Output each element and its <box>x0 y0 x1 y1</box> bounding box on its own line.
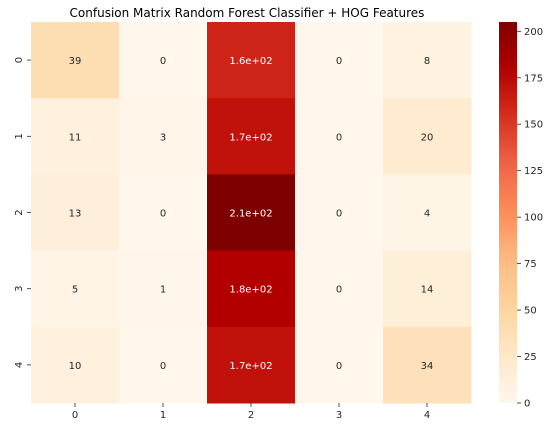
colorbar-ticks: 0 25 50 75 100 125 150 175 200 <box>517 27 543 410</box>
heatmap-cell <box>207 174 296 252</box>
y-tick-label: 1 <box>14 133 25 139</box>
y-tick-label: 2 <box>14 209 25 215</box>
cell-annotation: 1.7e+02 <box>229 361 272 372</box>
heatmap-cell <box>31 174 120 252</box>
heatmap-cell <box>295 98 384 175</box>
colorbar-tick-label: 200 <box>524 27 543 38</box>
heatmap-cell <box>31 326 120 404</box>
chart-title: Confusion Matrix Random Forest Classifie… <box>70 6 425 20</box>
cell-annotation: 0 <box>160 56 166 67</box>
cell-annotation: 14 <box>421 285 434 296</box>
cell-annotation: 4 <box>424 209 430 220</box>
cell-annotations: 39 0 1.6e+02 0 8 11 3 1.7e+02 0 20 13 0 2.1e+02 0 4 5 1 1… <box>69 56 434 372</box>
colorbar-tick-label: 150 <box>524 120 543 131</box>
colorbar-tick-label: 25 <box>524 352 537 363</box>
colorbar-tick-label: 75 <box>524 259 537 270</box>
heatmap-cells <box>31 22 472 404</box>
heatmap-cell <box>295 22 384 99</box>
x-tick-label: 1 <box>160 410 166 421</box>
cell-annotation: 0 <box>336 132 342 143</box>
heatmap-cell <box>207 250 296 328</box>
cell-annotation: 3 <box>160 132 166 143</box>
y-tick-label: 3 <box>14 286 25 292</box>
y-axis-ticks: 0 1 2 3 4 <box>14 57 31 368</box>
heatmap-cell <box>383 98 472 175</box>
cell-annotation: 0 <box>160 361 166 372</box>
x-tick-label: 4 <box>424 410 430 421</box>
cell-annotation: 10 <box>69 361 82 372</box>
cell-annotation: 34 <box>421 361 434 372</box>
heatmap-cell <box>295 250 384 328</box>
colorbar-tick-label: 175 <box>524 73 543 84</box>
cell-annotation: 0 <box>160 209 166 220</box>
heatmap-cell <box>383 250 472 328</box>
x-tick-label: 0 <box>72 410 78 421</box>
heatmap-cell <box>383 22 472 99</box>
cell-annotation: 39 <box>69 56 82 67</box>
y-tick-label: 4 <box>14 362 25 368</box>
cell-annotation: 13 <box>69 209 82 220</box>
x-tick-label: 2 <box>248 410 254 421</box>
heatmap-cell <box>31 250 120 328</box>
cell-annotation: 1 <box>160 285 166 296</box>
heatmap-cell <box>119 326 208 404</box>
heatmap-cell <box>119 98 208 175</box>
cell-annotation: 11 <box>69 132 82 143</box>
heatmap-cell <box>207 326 296 404</box>
cell-annotation: 1.7e+02 <box>229 132 272 143</box>
colorbar <box>499 22 517 403</box>
cell-annotation: 0 <box>336 209 342 220</box>
heatmap-cell <box>207 98 296 175</box>
heatmap-cell <box>383 174 472 252</box>
heatmap-cell <box>31 98 120 175</box>
cell-annotation: 0 <box>336 285 342 296</box>
colorbar-tick-label: 125 <box>524 166 543 177</box>
cell-annotation: 1.6e+02 <box>229 56 272 67</box>
heatmap-cell <box>119 174 208 252</box>
colorbar-tick-label: 50 <box>524 306 537 317</box>
cell-annotation: 5 <box>72 285 78 296</box>
cell-annotation: 0 <box>336 56 342 67</box>
cell-annotation: 1.8e+02 <box>229 285 272 296</box>
x-tick-label: 3 <box>336 410 342 421</box>
colorbar-tick-label: 100 <box>524 213 543 224</box>
heatmap-cell <box>295 326 384 404</box>
cell-annotation: 2.1e+02 <box>229 209 272 220</box>
heatmap-cell <box>207 22 296 99</box>
x-axis-ticks: 0 1 2 3 4 <box>72 403 430 421</box>
cell-annotation: 20 <box>421 132 434 143</box>
heatmap-cell <box>295 174 384 252</box>
heatmap-cell <box>383 326 472 404</box>
heatmap-cell <box>31 22 120 99</box>
y-tick-label: 0 <box>14 57 25 63</box>
cell-annotation: 0 <box>336 361 342 372</box>
heatmap-cell <box>119 250 208 328</box>
cell-annotation: 8 <box>424 56 430 67</box>
colorbar-tick-label: 0 <box>524 399 530 410</box>
heatmap-cell <box>119 22 208 99</box>
